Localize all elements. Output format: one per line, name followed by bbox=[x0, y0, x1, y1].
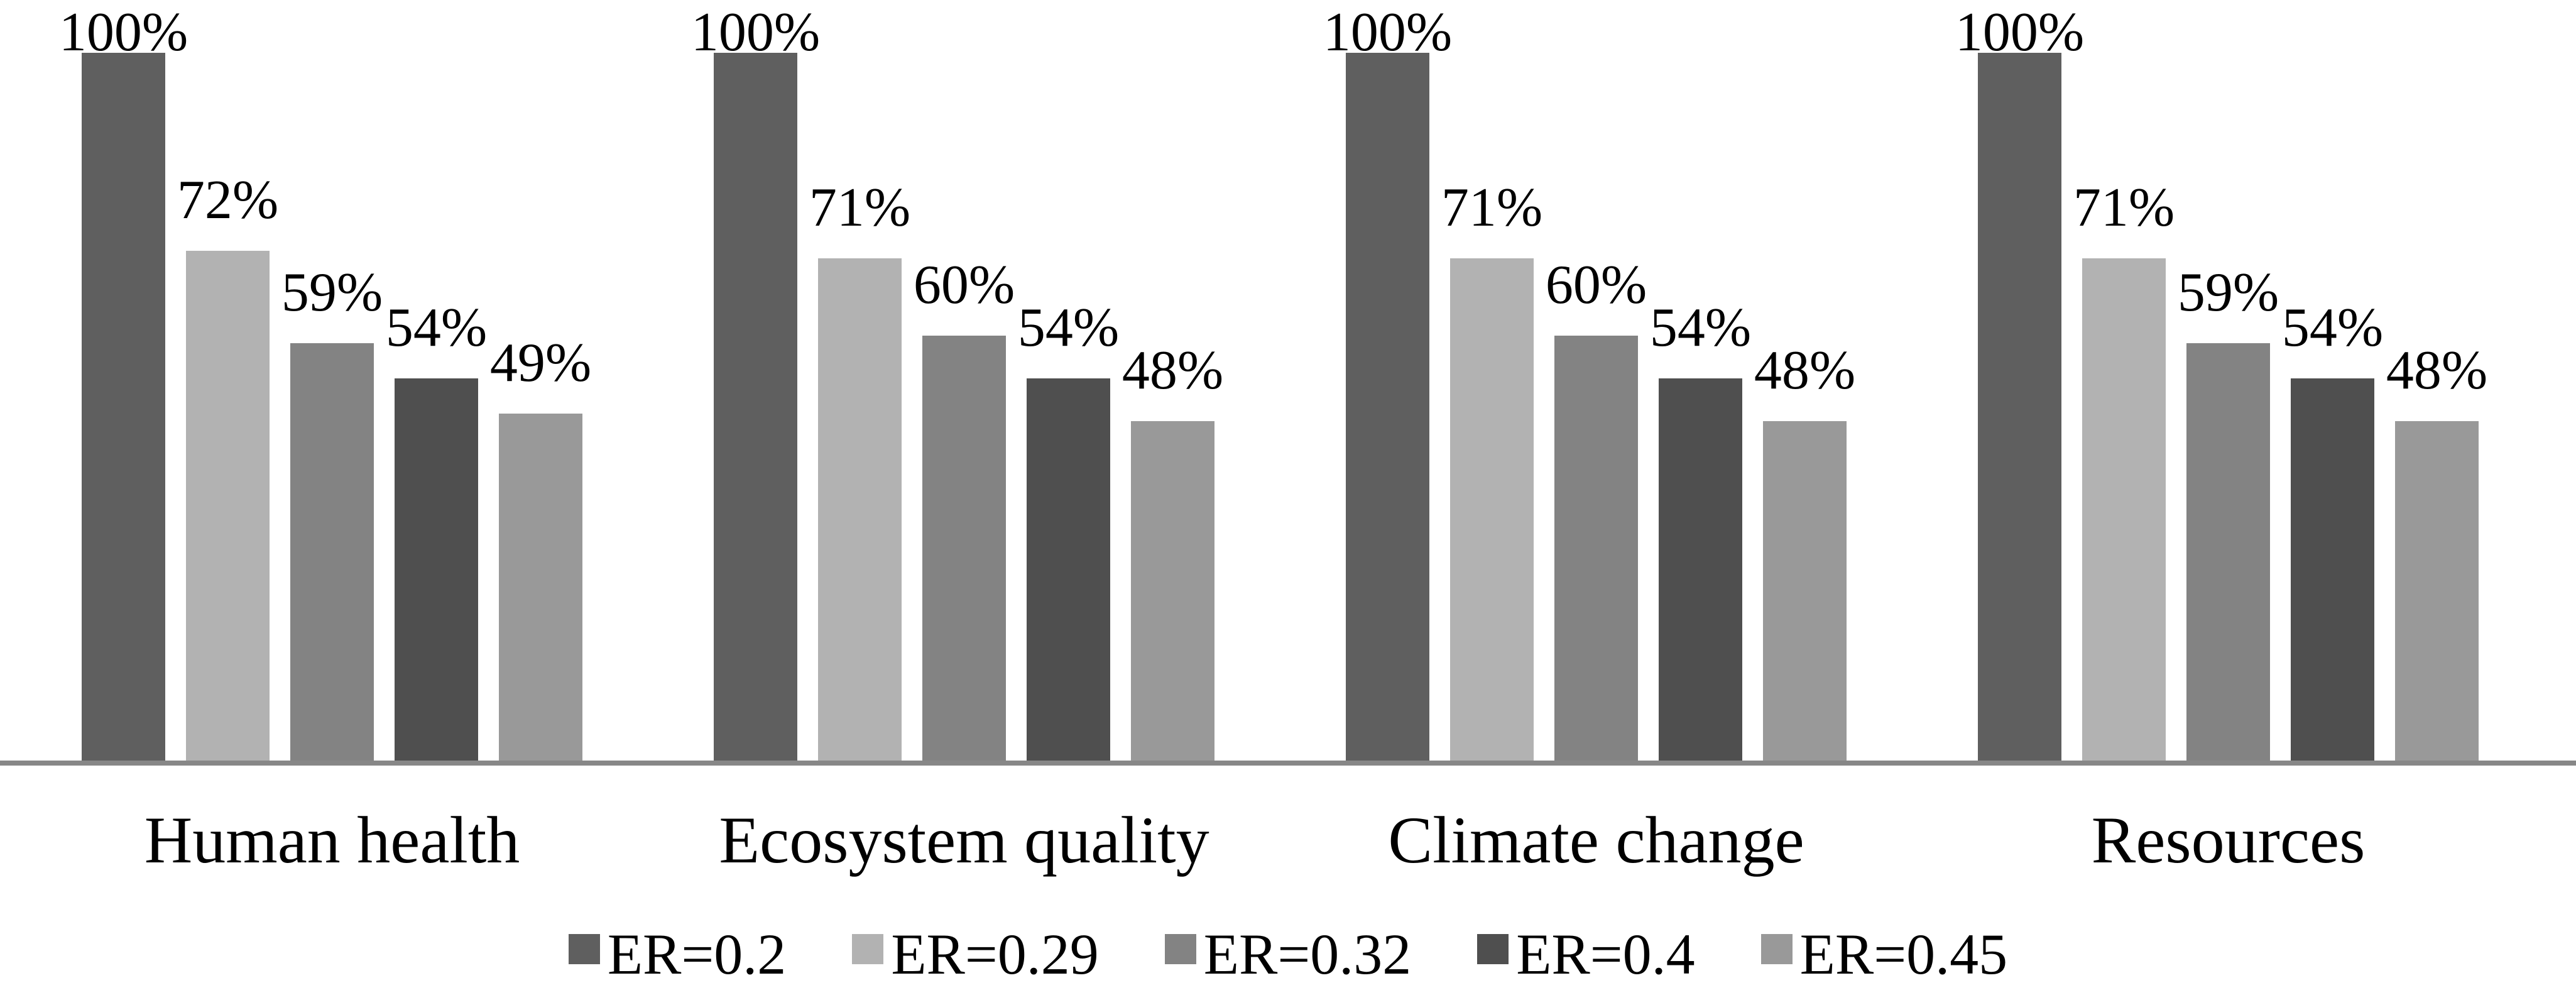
legend-label: ER=0.4 bbox=[1516, 922, 1695, 986]
bar-slot: 100% bbox=[691, 5, 820, 761]
bar bbox=[1450, 258, 1534, 761]
category-label-human-health: Human health bbox=[144, 803, 520, 877]
legend-swatch bbox=[1477, 934, 1509, 964]
bar-value-label: 71% bbox=[1441, 177, 1543, 238]
bar-value-label: 71% bbox=[2073, 177, 2175, 238]
bar-slot: 48% bbox=[1122, 343, 1223, 761]
x-axis-line bbox=[0, 761, 2576, 766]
bar-slot: 100% bbox=[1323, 5, 1452, 761]
bar bbox=[922, 336, 1006, 761]
bar bbox=[1763, 421, 1847, 761]
bar bbox=[186, 251, 270, 761]
legend-item: ER=0.2 bbox=[568, 922, 787, 986]
bar-slot: 60% bbox=[914, 258, 1015, 761]
bar-slot: 54% bbox=[2282, 300, 2383, 761]
legend-label: ER=0.2 bbox=[607, 922, 787, 986]
bar-group-ecosystem-quality: 100% 71% 60% 54% 48% bbox=[691, 5, 1223, 761]
legend-swatch bbox=[568, 934, 600, 964]
bar-slot: 59% bbox=[281, 265, 383, 761]
bar bbox=[1027, 378, 1110, 761]
bar-value-label: 100% bbox=[1955, 2, 2085, 63]
bar-slot: 60% bbox=[1546, 258, 1647, 761]
bar bbox=[1659, 378, 1742, 761]
bar-slot: 71% bbox=[2073, 180, 2175, 761]
bar bbox=[1131, 421, 1214, 761]
bar-value-label: 48% bbox=[1754, 339, 1856, 401]
bar-slot: 48% bbox=[1754, 343, 1855, 761]
bar bbox=[1554, 336, 1638, 761]
bar-value-label: 72% bbox=[177, 170, 279, 231]
category-label-ecosystem-quality: Ecosystem quality bbox=[719, 803, 1209, 877]
bar-value-label: 100% bbox=[690, 2, 821, 63]
plot-area: 100% 72% 59% 54% 49% 100% bbox=[59, 5, 2487, 761]
bar-slot: 100% bbox=[59, 5, 188, 761]
bar-slot: 54% bbox=[1650, 300, 1751, 761]
legend-label: ER=0.32 bbox=[1203, 922, 1412, 986]
bar-slot: 54% bbox=[1018, 300, 1119, 761]
bar-value-label: 100% bbox=[1323, 2, 1453, 63]
bar bbox=[499, 414, 582, 761]
legend-swatch bbox=[1760, 934, 1793, 964]
bar-slot: 71% bbox=[809, 180, 910, 761]
legend-item: ER=0.32 bbox=[1164, 922, 1412, 986]
legend-label: ER=0.29 bbox=[891, 922, 1099, 986]
bar bbox=[818, 258, 902, 761]
bar bbox=[2186, 343, 2270, 761]
bar-group-climate-change: 100% 71% 60% 54% 48% bbox=[1323, 5, 1855, 761]
bar-slot: 71% bbox=[1441, 180, 1542, 761]
bar-value-label: 54% bbox=[385, 297, 488, 358]
bar bbox=[2291, 378, 2374, 761]
category-axis-labels: Human health Ecosystem quality Climate c… bbox=[0, 807, 2576, 874]
bar bbox=[82, 53, 165, 761]
bar-value-label: 54% bbox=[1017, 297, 1120, 358]
bar-value-label: 54% bbox=[2281, 297, 2384, 358]
bar bbox=[395, 378, 478, 761]
bar bbox=[1978, 53, 2061, 761]
bar bbox=[2395, 421, 2479, 761]
bar bbox=[2082, 258, 2166, 761]
category-label-climate-change: Climate change bbox=[1388, 803, 1804, 877]
bar-value-label: 100% bbox=[58, 2, 188, 63]
category-label-resources: Resources bbox=[2091, 803, 2366, 877]
legend-item: ER=0.4 bbox=[1477, 925, 1695, 983]
bar-slot: 48% bbox=[2386, 343, 2487, 761]
bar-group-resources: 100% 71% 59% 54% 48% bbox=[1955, 5, 2487, 761]
bar-value-label: 48% bbox=[1122, 339, 1224, 401]
bar-value-label: 54% bbox=[1649, 297, 1752, 358]
legend: ER=0.2 ER=0.29 ER=0.32 ER=0.4 ER=0.45 bbox=[0, 925, 2576, 983]
bar bbox=[1346, 53, 1429, 761]
legend-swatch bbox=[852, 934, 884, 964]
bar-value-label: 60% bbox=[913, 255, 1015, 316]
bar-value-label: 59% bbox=[281, 261, 383, 323]
bar-value-label: 60% bbox=[1545, 255, 1647, 316]
legend-swatch bbox=[1164, 934, 1196, 964]
bar-slot: 100% bbox=[1955, 5, 2084, 761]
bar-slot: 72% bbox=[177, 173, 278, 761]
bar bbox=[714, 53, 797, 761]
legend-label: ER=0.45 bbox=[1799, 922, 2008, 986]
bar-slot: 59% bbox=[2178, 265, 2279, 761]
bar-value-label: 48% bbox=[2386, 339, 2488, 401]
bar-group-human-health: 100% 72% 59% 54% 49% bbox=[59, 5, 591, 761]
bar bbox=[290, 343, 374, 761]
bar-value-label: 71% bbox=[809, 177, 911, 238]
bar-slot: 54% bbox=[386, 300, 487, 761]
legend-item: ER=0.29 bbox=[852, 922, 1099, 986]
bar-value-label: 49% bbox=[489, 333, 592, 394]
bar-slot: 49% bbox=[490, 336, 591, 761]
legend-item: ER=0.45 bbox=[1760, 922, 2008, 986]
bar-value-label: 59% bbox=[2177, 261, 2279, 323]
